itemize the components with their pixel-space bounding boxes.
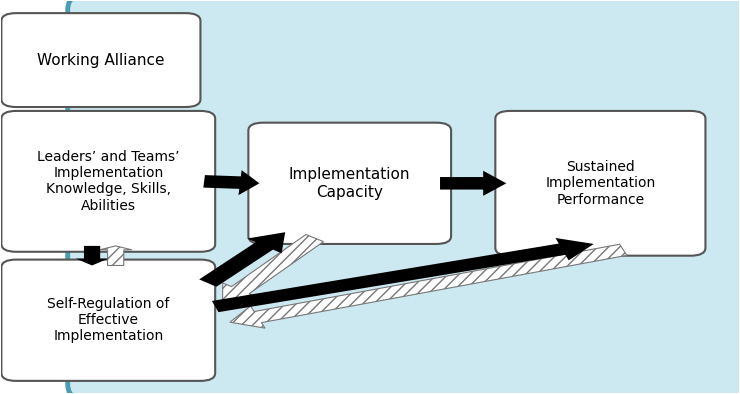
FancyBboxPatch shape: [68, 0, 740, 394]
Text: Implementation
Capacity: Implementation Capacity: [289, 167, 411, 199]
FancyArrow shape: [99, 246, 132, 266]
FancyArrow shape: [212, 238, 593, 312]
Text: Self-Regulation of
Effective
Implementation: Self-Regulation of Effective Implementat…: [47, 297, 169, 344]
Text: Leaders’ and Teams’
Implementation
Knowledge, Skills,
Abilities: Leaders’ and Teams’ Implementation Knowl…: [37, 150, 180, 213]
Text: Working Alliance: Working Alliance: [37, 52, 165, 68]
Text: Sustained
Implementation
Performance: Sustained Implementation Performance: [545, 160, 656, 206]
FancyArrow shape: [440, 171, 506, 196]
FancyArrow shape: [230, 244, 627, 328]
FancyBboxPatch shape: [1, 260, 215, 381]
FancyArrow shape: [75, 246, 108, 266]
FancyArrow shape: [199, 232, 285, 287]
FancyBboxPatch shape: [1, 111, 215, 252]
FancyArrow shape: [204, 170, 260, 195]
FancyBboxPatch shape: [1, 13, 201, 107]
FancyArrow shape: [223, 234, 323, 303]
FancyBboxPatch shape: [249, 123, 451, 244]
FancyBboxPatch shape: [495, 111, 705, 256]
